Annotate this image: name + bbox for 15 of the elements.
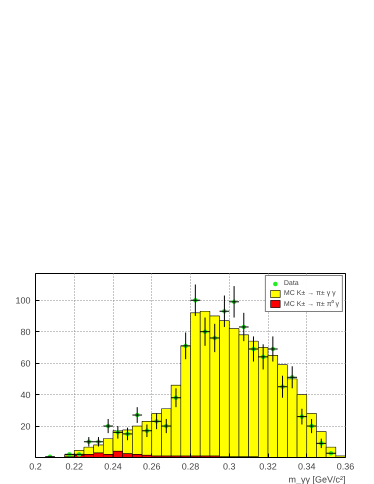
x-tick-label: 0.3 [222, 462, 236, 472]
x-tick-label: 0.32 [259, 462, 277, 472]
x-tick-label: 0.24 [104, 462, 122, 472]
y-tick-label: 60 [20, 358, 31, 369]
y-tick-label: 20 [20, 422, 31, 432]
x-tick-label: 0.26 [142, 462, 161, 472]
y-tick-label: 40 [20, 390, 31, 400]
x-tick-label: 0.36 [336, 462, 354, 472]
x-tick-label: 0.28 [182, 462, 200, 472]
x-tick-label: 0.34 [298, 462, 316, 472]
x-tick-label: 0.2 [29, 462, 42, 472]
y-tick-label: 80 [20, 327, 31, 338]
x-axis-title: m_γγ [GeV/c²] [288, 474, 346, 484]
y-tick-label: 100 [15, 296, 31, 306]
x-tick-label: 0.22 [65, 462, 84, 472]
